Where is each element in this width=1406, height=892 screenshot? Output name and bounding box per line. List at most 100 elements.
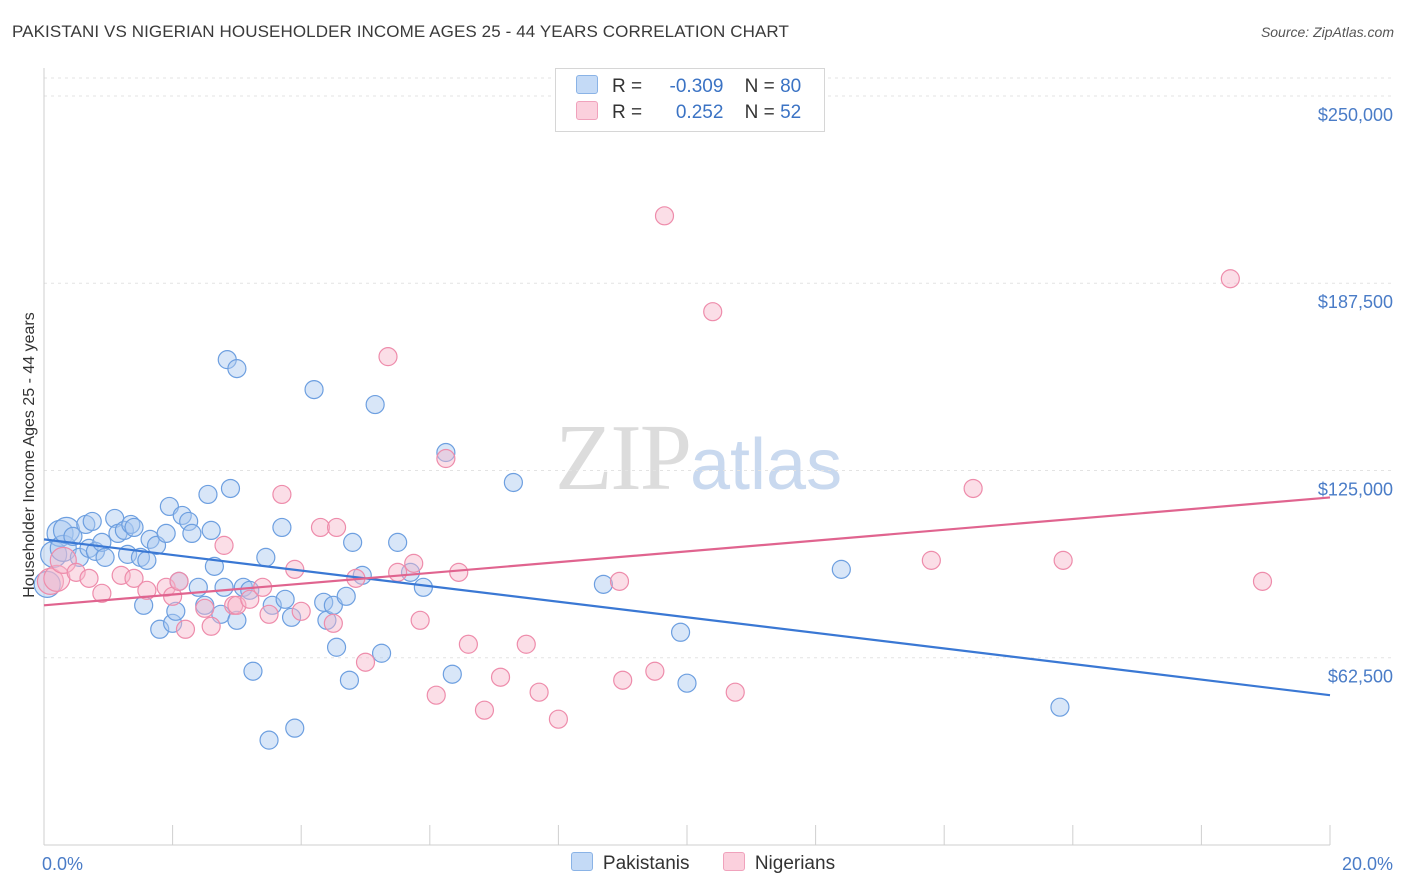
x-tick-label: 20.0% [1342,854,1393,874]
nigerians-point [272,484,292,505]
legend-n-value: 52 [780,102,802,123]
nigerians-point [195,598,215,618]
nigerians-point [355,652,376,672]
legend-item-nigerians: Nigerians [722,852,836,875]
pakistanis-point [285,718,305,738]
legend-row-pakistanis: R = -0.309 N = 80 [576,75,801,101]
pakistanis-point [343,532,363,552]
nigerians-point [214,535,234,555]
nigerians-point [474,700,495,720]
nigerians-point [458,634,478,654]
nigerians-point [92,583,112,603]
pakistanis-point [413,577,433,597]
legend-n-value: 80 [780,76,802,97]
source-credit: Source: ZipAtlas.com [1260,24,1394,40]
axes [43,68,1331,846]
y-tick-label: $62,500 [1328,667,1393,687]
legend-item-pakistanis: Pakistanis [570,852,690,875]
nigerians-point [79,568,99,588]
nigerians-point [609,571,630,591]
nigerians-point [613,670,633,690]
pakistanis-point [121,514,141,535]
pakistanis-point [220,478,241,499]
pakistanis-point [156,523,176,544]
nigerians-point [388,562,408,582]
pakistanis-point [1050,697,1070,717]
pakistanis-point [82,511,102,532]
pakistanis-point [436,442,456,463]
nigerians-point [175,619,196,639]
x-tick-label: 0.0% [42,854,83,874]
legend-r-label: R = [612,76,643,97]
pakistanis-point [204,556,224,576]
nigerians-point [516,634,536,654]
nigerians-point [654,206,675,226]
pakistanis-point [214,577,234,597]
nigerians-point [323,613,343,633]
pakistanis-point [677,673,697,693]
pakistanis-point [63,526,83,547]
pakistanis-point [326,637,347,657]
pakistanis-point [227,359,247,379]
nigerians-trend-line [43,496,1331,607]
nigerians-point [410,610,430,630]
legend-swatch-pakistanis [576,75,598,94]
nigerians-point [703,302,723,322]
y-tick-label: $250,000 [1318,105,1393,125]
pakistanis-point [95,547,115,567]
nigerians-point [169,571,189,591]
axis-labels: $62,500 $125,000 $187,500 $250,000 0.0% 20.0%… [21,105,1393,874]
nigerians-point [259,604,279,624]
legend-row-nigerians: R = 0.252 N = 52 [576,101,801,127]
watermark-zip: ZIP [555,406,692,510]
nigerians-point [49,546,77,574]
y-tick-label: $125,000 [1318,479,1393,499]
pakistanis-point [831,559,851,579]
legend-swatch-nigerians [722,852,745,871]
nigerians-point [645,661,665,681]
y-axis-label: Householder Income Ages 25 - 44 years [21,312,38,598]
pakistanis-trend-line [43,538,1331,697]
pakistanis-point [670,622,691,642]
pakistanis-point [388,532,408,552]
pakistanis-point [179,511,199,532]
chart-title: PAKISTANI VS NIGERIAN HOUSEHOLDER INCOME… [12,22,789,41]
trend-lines [43,496,1331,697]
nigerians-point [137,580,157,600]
pakistanis-point [336,586,356,606]
pakistanis-point [339,670,360,690]
nigerians-point [1220,269,1240,289]
nigerians-point [548,709,569,729]
legend-n-label: N = [744,76,775,97]
pakistanis-point [227,610,247,630]
grid-lines [44,77,1395,659]
legend-r-value: 0.252 [675,102,724,123]
pakistanis-point [304,379,324,400]
nigerians-point [1252,571,1273,591]
nigerians-point [1053,550,1073,570]
nigerians-point [310,517,331,538]
legend-label-nigerians: Nigerians [754,853,836,874]
nigerians-point [490,667,511,687]
pakistanis-point [593,574,614,594]
watermark-atlas: atlas [690,425,843,505]
watermark: ZIPatlas [555,404,842,512]
pakistanis-point [198,484,218,505]
legend-n-label: N = [744,102,775,123]
pakistanis-point [371,643,392,663]
nigerians-point [725,682,745,702]
pakistanis-point [281,607,302,627]
nigerians-point [240,589,260,609]
legend-r-label: R = [612,102,643,123]
nigerians-point [124,568,144,588]
legend-label-pakistanis: Pakistanis [602,853,690,874]
pakistanis-point [365,394,385,415]
nigerians-point [201,616,221,636]
pakistanis-point [166,601,186,621]
nigerians-point [449,562,469,582]
pakistanis-point [201,520,221,541]
pakistanis-point [275,589,295,609]
nigerians-point [404,553,424,573]
legend-r-value: -0.309 [669,76,724,97]
pakistanis-points [33,350,1070,750]
